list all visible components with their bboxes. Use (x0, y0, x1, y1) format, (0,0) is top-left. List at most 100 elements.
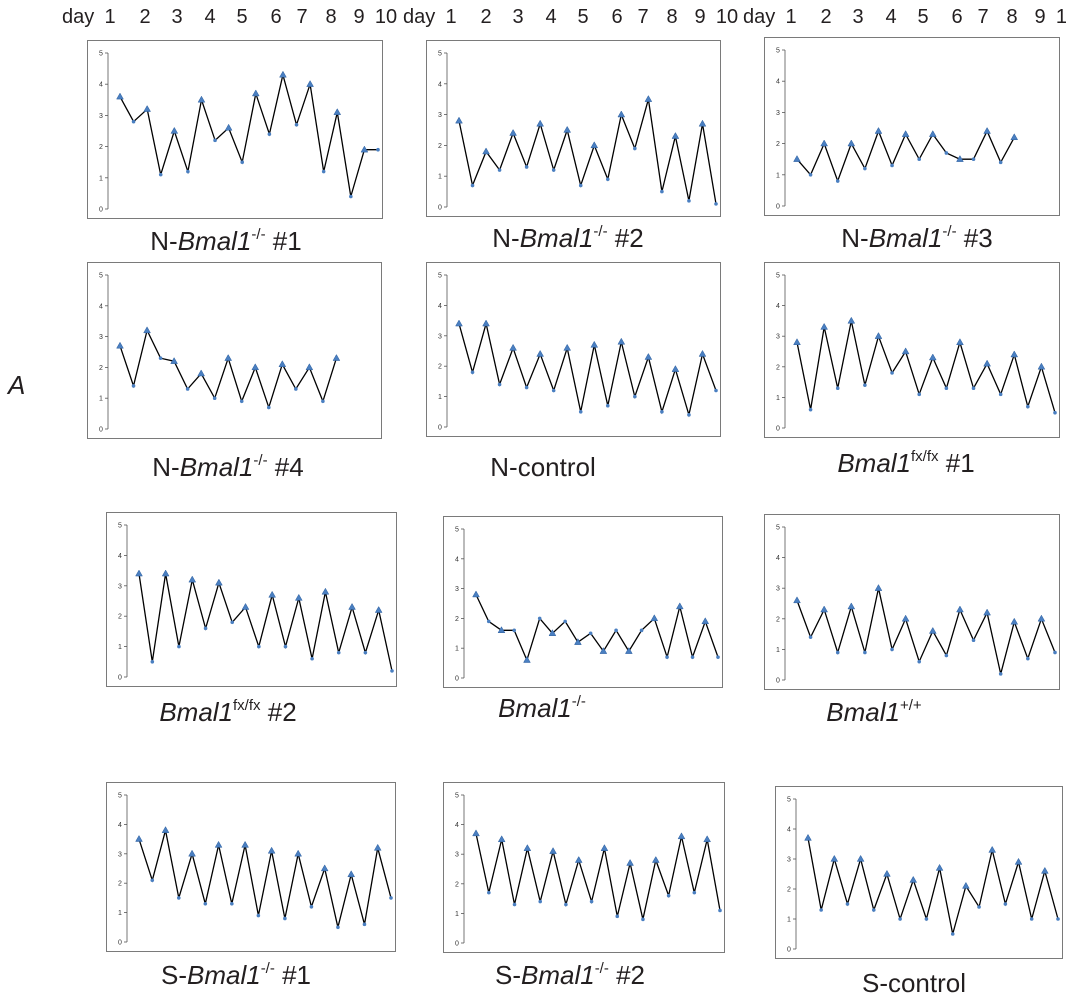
caption-genotype: -/- (593, 223, 608, 240)
series-line (119, 328, 338, 410)
series-line (796, 588, 1056, 675)
data-point-marker (956, 155, 964, 162)
day-number: 7 (637, 6, 649, 28)
data-point-marker (1037, 362, 1046, 370)
data-point-marker (808, 173, 813, 177)
data-point-marker (523, 844, 532, 851)
day-number: 6 (270, 6, 282, 28)
data-point-marker (714, 388, 718, 393)
y-tick-label: 0 (438, 205, 442, 212)
y-tick-label: 1 (118, 910, 122, 917)
y-tick-label: 1 (99, 175, 103, 182)
data-point-marker (589, 899, 594, 904)
y-tick-label: 2 (455, 881, 459, 888)
data-point-marker (161, 569, 170, 577)
data-point-marker (820, 605, 828, 613)
data-point-marker (161, 826, 170, 833)
caption-genotype: -/- (571, 693, 586, 710)
y-tick-label: 5 (118, 793, 122, 800)
data-point-marker (718, 908, 722, 913)
data-point-marker (644, 352, 653, 360)
y-tick-label: 5 (438, 51, 442, 58)
y-tick-label: 2 (99, 144, 103, 151)
data-point-marker (321, 169, 326, 174)
day-number: 10 (1055, 6, 1066, 28)
y-tick-label: 2 (118, 881, 122, 888)
data-point-marker (687, 199, 691, 203)
line-chart: 0 1 2 3 4 5 (455, 793, 722, 948)
caption-prefix: N-control (490, 452, 596, 482)
y-tick-label: 3 (99, 113, 103, 120)
data-point-marker (186, 169, 190, 174)
chart-panel: 0 1 2 3 4 5 (106, 782, 396, 952)
data-point-marker (349, 194, 353, 199)
data-point-marker (306, 80, 314, 87)
data-point-marker (944, 386, 949, 391)
y-tick-label: 0 (776, 678, 780, 685)
data-point-marker (660, 189, 664, 194)
day-number: 4 (545, 6, 557, 28)
data-point-marker (633, 146, 637, 151)
data-point-marker (176, 896, 181, 900)
data-point-marker (215, 578, 223, 586)
data-point-marker (703, 835, 711, 843)
day-number: 5 (917, 6, 929, 28)
data-point-marker (321, 399, 325, 404)
y-tick-label: 5 (438, 273, 442, 280)
data-point-marker (224, 354, 233, 361)
data-point-marker (360, 145, 369, 153)
data-point-marker (524, 385, 529, 390)
day-number: 2 (139, 6, 151, 28)
series-line (138, 830, 392, 928)
y-tick-label: 3 (118, 583, 122, 590)
data-point-marker (1026, 656, 1030, 661)
data-point-marker (898, 917, 902, 921)
data-point-marker (847, 139, 856, 147)
data-point-marker (376, 147, 380, 152)
line-chart: 0 1 2 3 4 5 (776, 48, 1019, 211)
data-point-marker (714, 202, 718, 206)
data-point-marker (266, 405, 271, 410)
y-tick-label: 2 (776, 141, 780, 148)
caption-gene: Bmal1 (159, 697, 234, 727)
line-chart: 0 1 2 3 4 5 (438, 51, 718, 212)
y-tick-label: 0 (455, 676, 459, 683)
chart-panel: 0 1 2 3 4 5 (443, 782, 725, 953)
chart-panel: 0 1 2 3 4 5 (775, 786, 1063, 959)
data-point-marker (983, 359, 991, 367)
caption-suffix: #1 (274, 960, 312, 990)
data-point-marker (971, 157, 976, 161)
data-point-marker (537, 616, 542, 621)
caption-suffix: #2 (608, 960, 646, 990)
section-label: A (8, 370, 26, 400)
data-point-marker (239, 399, 244, 404)
day-number: 7 (977, 6, 989, 28)
day-prefix: day (403, 6, 436, 28)
data-point-marker (863, 383, 867, 387)
day-number: 1 (445, 6, 457, 28)
data-point-marker (143, 326, 151, 334)
data-point-marker (578, 183, 583, 188)
data-point-marker (830, 854, 839, 862)
day-number: 8 (325, 6, 337, 28)
day-number: 6 (611, 6, 623, 28)
day-prefix: day (62, 6, 95, 28)
line-chart: 0 1 2 3 4 5 (787, 797, 1060, 954)
data-point-marker (279, 70, 287, 78)
data-point-marker (1056, 917, 1060, 921)
day-number: 1 (104, 6, 116, 28)
data-point-marker (283, 916, 287, 921)
y-tick-label: 0 (99, 207, 103, 214)
data-point-marker (983, 127, 991, 134)
data-point-marker (470, 370, 475, 375)
data-point-marker (639, 628, 644, 633)
day-prefix: day (743, 6, 776, 28)
data-point-marker (267, 132, 272, 136)
y-tick-label: 4 (455, 822, 459, 829)
data-point-marker (374, 606, 383, 613)
caption-genotype: +/+ (900, 697, 922, 714)
caption-suffix: #2 (607, 223, 644, 253)
y-tick-label: 3 (438, 333, 442, 340)
data-point-marker (998, 160, 1003, 165)
data-point-marker (538, 899, 543, 904)
